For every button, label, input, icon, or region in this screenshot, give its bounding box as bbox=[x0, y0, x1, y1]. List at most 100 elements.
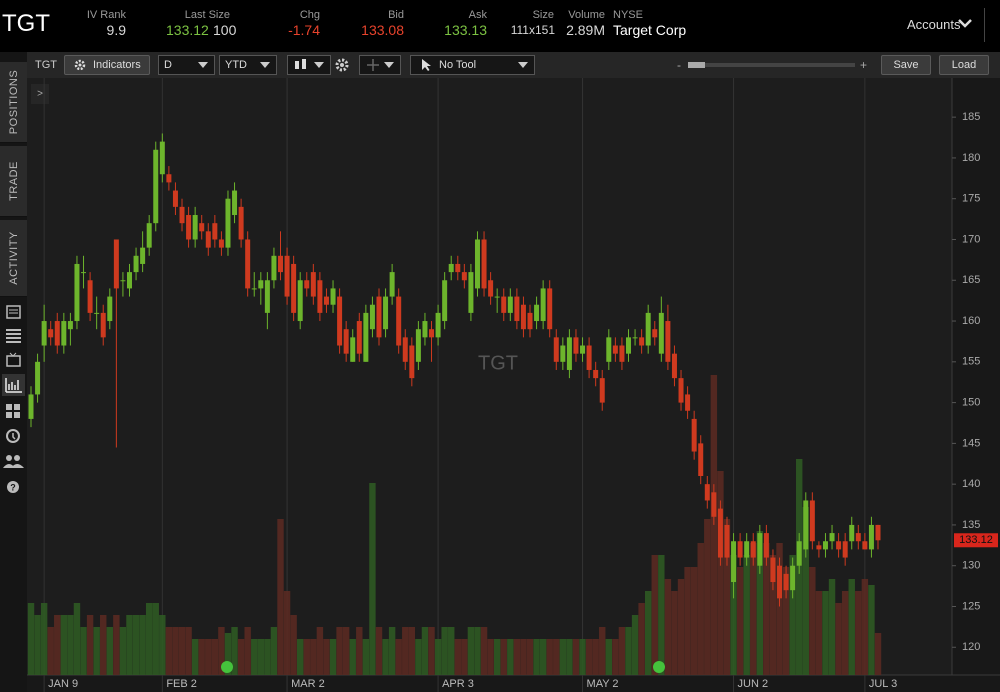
candle-body bbox=[599, 378, 605, 403]
candle-body bbox=[133, 255, 139, 273]
y-tick-label: 155 bbox=[962, 356, 980, 368]
separator bbox=[984, 8, 985, 42]
volume-bar bbox=[402, 627, 409, 675]
candle-body bbox=[639, 337, 645, 346]
volume-bar bbox=[356, 627, 363, 675]
drawing-tool-select[interactable]: No Tool bbox=[410, 55, 535, 75]
volume-bar bbox=[336, 627, 343, 675]
volume-bar bbox=[80, 627, 87, 675]
sidebar-tab[interactable]: POSITIONS bbox=[0, 62, 27, 143]
volume-bar bbox=[572, 639, 580, 675]
candles bbox=[28, 133, 881, 607]
candle-body bbox=[28, 394, 34, 419]
candle-body bbox=[317, 280, 323, 313]
candle-body bbox=[652, 329, 658, 338]
candle-body bbox=[711, 492, 717, 517]
volume-bar bbox=[290, 615, 297, 675]
candle-body bbox=[81, 272, 87, 274]
volume-bar bbox=[165, 627, 173, 675]
candle-body bbox=[409, 345, 415, 379]
candle-body bbox=[297, 280, 303, 322]
earnings-marker[interactable] bbox=[653, 661, 665, 673]
candle-body bbox=[278, 255, 284, 273]
candle-icon bbox=[295, 59, 306, 69]
settings-icon[interactable] bbox=[334, 57, 350, 73]
volume-bar bbox=[310, 639, 317, 675]
x-tick-label: MAY 2 bbox=[587, 678, 619, 690]
save-button[interactable]: Save bbox=[881, 55, 931, 75]
crosshair-select[interactable] bbox=[359, 55, 401, 75]
accounts-menu[interactable]: Accounts bbox=[907, 17, 961, 32]
volume-bar bbox=[690, 567, 698, 675]
candle-body bbox=[737, 541, 743, 558]
candle-body bbox=[258, 280, 264, 289]
candle-body bbox=[849, 524, 855, 542]
volume-bar bbox=[579, 639, 586, 675]
volume-bar bbox=[782, 567, 790, 675]
chart-style-select[interactable] bbox=[287, 55, 331, 75]
volume-bar bbox=[835, 603, 842, 675]
volume-bar bbox=[349, 639, 356, 675]
zoom-in[interactable]: + bbox=[860, 58, 868, 72]
zoom-thumb[interactable] bbox=[688, 62, 705, 68]
zoom-track[interactable] bbox=[688, 63, 855, 67]
volume-bar bbox=[756, 531, 764, 675]
range-select[interactable]: YTD bbox=[219, 55, 277, 75]
volume-bar bbox=[205, 639, 212, 675]
candle-body bbox=[829, 533, 835, 542]
last-price-label: 133.12 bbox=[959, 534, 993, 546]
svg-text:?: ? bbox=[10, 482, 16, 492]
candle-body bbox=[731, 541, 737, 583]
volume-bar bbox=[631, 615, 639, 675]
indicators-button[interactable]: Indicators bbox=[64, 55, 150, 75]
volume-bar bbox=[342, 627, 350, 675]
candle-body bbox=[665, 321, 671, 362]
volume-bar bbox=[224, 633, 232, 675]
candle-body bbox=[435, 312, 441, 338]
sidebar-tab[interactable]: TRADE bbox=[0, 146, 27, 217]
sidebar-tab[interactable]: ACTIVITY bbox=[0, 220, 27, 297]
field-label: Size bbox=[532, 9, 554, 21]
candle-body bbox=[868, 524, 874, 550]
candle-body bbox=[632, 337, 638, 339]
volume-bar bbox=[441, 627, 448, 675]
volume-bar bbox=[100, 615, 107, 675]
earnings-marker[interactable] bbox=[221, 661, 233, 673]
candle-body bbox=[474, 239, 480, 289]
volume-bar bbox=[172, 627, 179, 675]
candle-body bbox=[855, 533, 861, 542]
field-value: 111x151 bbox=[510, 23, 555, 37]
candle-body bbox=[179, 206, 185, 224]
watermark: TGT bbox=[478, 352, 518, 374]
volume-bar bbox=[487, 639, 494, 675]
candle-body bbox=[586, 345, 592, 370]
volume-bar bbox=[730, 555, 737, 675]
period-select[interactable]: D bbox=[158, 55, 215, 75]
field-value: 133.08 bbox=[361, 22, 404, 38]
sidebar-icons[interactable]: ? bbox=[0, 300, 27, 500]
candle-body bbox=[120, 280, 126, 282]
zoom-out[interactable]: - bbox=[677, 58, 681, 72]
button-label: Indicators bbox=[93, 59, 141, 71]
candle-body bbox=[698, 443, 704, 476]
x-tick-label: MAR 2 bbox=[291, 678, 325, 690]
volume-bar bbox=[303, 639, 310, 675]
candle-body bbox=[363, 312, 369, 362]
load-button[interactable]: Load bbox=[939, 55, 989, 75]
candle-body bbox=[527, 312, 533, 330]
candle-body bbox=[691, 418, 697, 452]
candle-body bbox=[448, 263, 454, 273]
candle-body bbox=[140, 247, 146, 264]
field-value: 133.13 bbox=[444, 22, 487, 38]
volume-bar bbox=[257, 639, 265, 675]
candle-body bbox=[396, 296, 402, 346]
volume-bar bbox=[283, 591, 291, 675]
volume-bar bbox=[697, 543, 704, 675]
accounts-chevron[interactable] bbox=[956, 16, 974, 30]
volume-bar bbox=[139, 615, 146, 675]
select-label: No Tool bbox=[439, 59, 477, 71]
candle-body bbox=[816, 545, 822, 550]
volume-bar bbox=[408, 627, 416, 675]
volume-bar bbox=[73, 603, 81, 675]
candle-body bbox=[836, 541, 842, 550]
